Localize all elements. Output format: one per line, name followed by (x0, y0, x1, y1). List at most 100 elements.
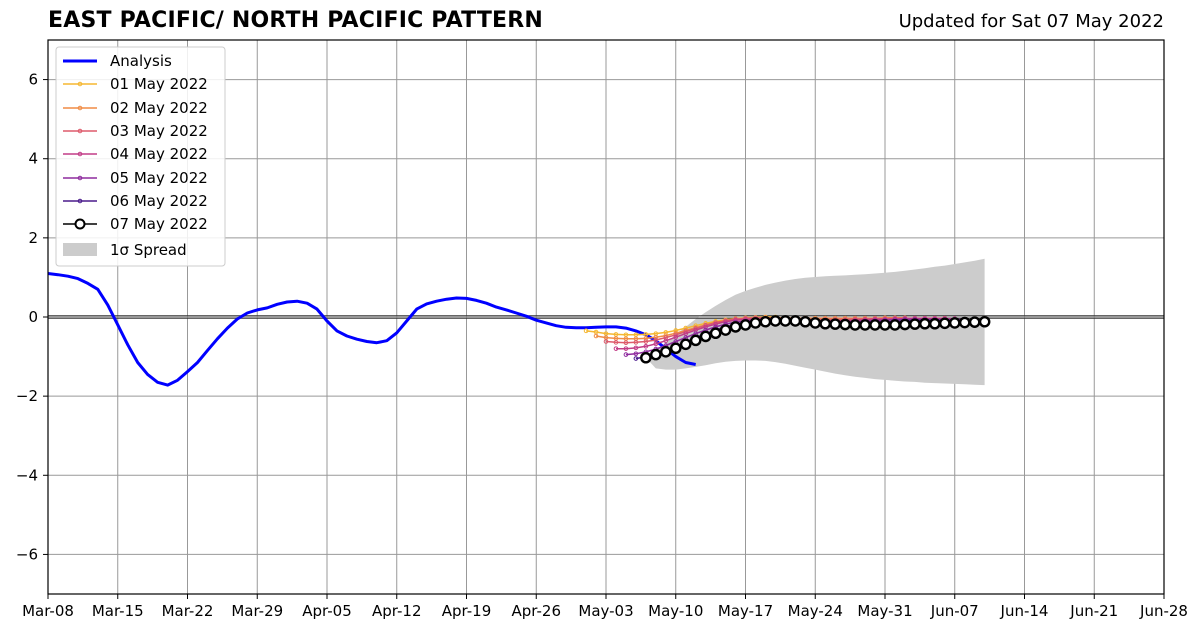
latest-forecast-point (769, 315, 782, 327)
legend: Analysis 01 May 2022 02 May 2022 03 May 202… (55, 46, 226, 267)
x-tick-label: May-17 (718, 602, 773, 620)
forecast-point (653, 341, 659, 347)
forecast-point (643, 343, 649, 349)
legend-swatch-spread (63, 243, 97, 256)
x-tick-label: Jun-21 (1069, 602, 1118, 620)
y-tick-label: −2 (16, 387, 38, 405)
x-tick-label: May-03 (578, 602, 633, 620)
forecast-point (713, 321, 718, 327)
axis-ticks: Mar-08 Mar-15 Mar-22 Mar-29 Apr-05 Apr-12 Apr-… (16, 71, 1188, 620)
latest-forecast-point (889, 319, 901, 331)
latest-forecast-point (899, 318, 911, 331)
legend-label-spread: 1σ Spread (110, 241, 187, 259)
latest-forecast-point (929, 317, 941, 330)
forecast-point (603, 339, 609, 344)
latest-forecast-point (948, 317, 961, 329)
legend-marker (77, 151, 83, 157)
latest-forecast-point (919, 317, 931, 330)
x-tick-label: Jun-28 (1139, 602, 1188, 620)
legend-label: Analysis (110, 52, 172, 70)
legend-marker (77, 198, 83, 204)
latest-forecast-point (719, 324, 732, 336)
forecast-point (593, 333, 599, 339)
y-tick-label: −6 (16, 545, 38, 563)
forecast-point (613, 340, 619, 345)
legend-marker (77, 128, 83, 134)
latest-forecast-point (669, 342, 682, 355)
latest-forecast-point (839, 318, 851, 331)
latest-forecast-point (789, 315, 802, 327)
forecast-point (623, 340, 629, 346)
legend-box (55, 46, 226, 267)
y-tick-label: 2 (28, 229, 38, 247)
forecast-point (663, 338, 669, 344)
latest-forecast-point (749, 317, 762, 329)
latest-forecast-point (759, 315, 772, 328)
latest-forecast-point (679, 338, 692, 351)
forecast-point (623, 352, 629, 357)
forecast-point (673, 334, 679, 340)
latest-forecast-point (640, 351, 652, 364)
x-tick-label: Mar-15 (92, 602, 144, 620)
forecast-point (633, 345, 639, 351)
forecast-point (633, 340, 639, 345)
y-tick-label: 6 (28, 71, 38, 89)
latest-forecast-point (958, 316, 971, 329)
forecast-point (653, 334, 659, 340)
legend-label: 07 May 2022 (110, 215, 208, 233)
x-tick-label: Mar-29 (231, 602, 283, 620)
legend-marker (77, 81, 83, 87)
latest-forecast-point (699, 330, 712, 343)
x-tick-label: Apr-26 (512, 602, 562, 620)
legend-marker (77, 105, 83, 111)
x-tick-label: Jun-14 (1000, 602, 1049, 620)
latest-forecast-point (859, 319, 871, 331)
latest-forecast-point (799, 315, 812, 328)
latest-forecast-point (729, 321, 742, 333)
latest-forecast-point (809, 317, 822, 329)
legend-label: 03 May 2022 (110, 122, 208, 140)
chart-title: EAST PACIFIC/ NORTH PACIFIC PATTERN (48, 8, 544, 33)
x-tick-label: Apr-05 (302, 602, 352, 620)
forecast-point (643, 339, 649, 344)
forecast-point (583, 328, 589, 334)
legend-label: 01 May 2022 (110, 75, 208, 93)
latest-forecast-point (650, 348, 662, 361)
forecast-point (633, 351, 639, 357)
legend-marker (77, 175, 83, 181)
y-tick-label: −4 (16, 466, 38, 484)
legend-label: 05 May 2022 (110, 169, 208, 187)
legend-marker-latest (74, 218, 86, 230)
latest-forecast-point (829, 318, 841, 330)
latest-forecast-point (938, 317, 951, 330)
updated-label: Updated for Sat 07 May 2022 (898, 11, 1164, 32)
y-tick-label: 4 (28, 150, 38, 168)
latest-forecast-point (879, 319, 891, 331)
x-tick-label: Apr-19 (442, 602, 492, 620)
latest-forecast-point (968, 316, 981, 328)
forecast-point (623, 346, 629, 351)
latest-forecast-point (909, 318, 921, 330)
legend-label: 02 May 2022 (110, 99, 208, 117)
latest-forecast-point (659, 346, 672, 358)
series-group (47, 272, 991, 387)
latest-forecast-point (689, 334, 702, 347)
latest-forecast-point (819, 317, 832, 330)
x-tick-label: Apr-12 (372, 602, 422, 620)
x-tick-label: May-24 (788, 602, 843, 620)
y-tick-label: 0 (28, 308, 38, 326)
legend-label: 04 May 2022 (110, 145, 208, 163)
latest-forecast-point (978, 315, 991, 328)
x-tick-label: May-31 (857, 602, 912, 620)
x-tick-label: Mar-08 (22, 602, 74, 620)
legend-label: 06 May 2022 (110, 192, 208, 210)
latest-forecast-point (869, 319, 881, 331)
latest-forecast-point (779, 315, 792, 327)
forecast-point (673, 328, 679, 333)
latest-forecast-point (739, 319, 752, 331)
x-tick-label: Mar-22 (162, 602, 214, 620)
forecast-point (633, 356, 639, 361)
x-tick-label: Jun-07 (930, 602, 979, 620)
latest-forecast-point (709, 327, 722, 340)
